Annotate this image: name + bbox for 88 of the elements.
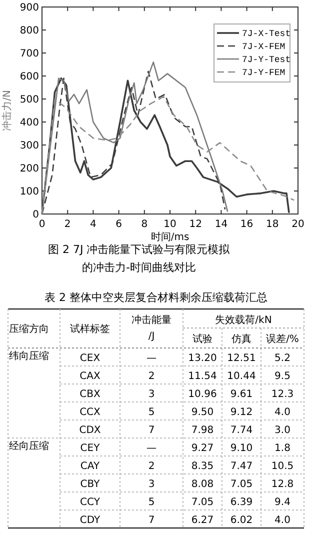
x-tick-label: 2: [64, 219, 71, 230]
text: 6.02: [230, 515, 253, 526]
text: CCX: [80, 407, 100, 418]
x-tick-label: 20: [292, 219, 304, 230]
x-tick-label: 12: [189, 219, 202, 230]
text: 13.20: [188, 353, 217, 364]
text: 7.74: [230, 425, 253, 436]
text: 11.54: [188, 371, 217, 382]
category-label: 误差/%: [266, 333, 299, 345]
text: 4.0: [274, 515, 290, 526]
text: 5: [148, 407, 155, 418]
legend-label: 7J-X-Test: [242, 29, 291, 39]
x-tick-label: 4: [90, 219, 96, 230]
text: 9.61: [230, 389, 253, 400]
category-label: 压缩方向: [9, 323, 49, 335]
y-tick-label: 0: [32, 210, 39, 220]
text: CBY: [80, 479, 100, 490]
text: 2: [148, 371, 155, 382]
text: CBX: [80, 389, 100, 400]
text: 7.47: [230, 461, 253, 472]
text: 3.0: [274, 425, 290, 436]
legend-label: 7J-Y-FEM: [242, 68, 286, 78]
text: 12.51: [227, 353, 256, 364]
text: —: [146, 353, 156, 364]
text: CEX: [80, 353, 100, 364]
text: CEY: [80, 443, 100, 454]
text: 12.3: [271, 389, 294, 400]
x-axis-title: 时间/ms: [150, 231, 190, 243]
x-tick-label: 10: [164, 219, 176, 230]
x-tick-label: 16: [240, 219, 254, 230]
x-tick-label: 6: [116, 219, 122, 230]
text: 经向压缩: [9, 441, 49, 452]
text: 纬向压缩: [9, 351, 49, 362]
category-label: 试样标签: [70, 323, 110, 335]
text: 9.27: [191, 443, 214, 454]
y-tick-label: 800: [20, 26, 39, 36]
text: 6.39: [230, 497, 253, 508]
text: 失效载荷/kN: [215, 314, 272, 326]
x-tick-label: 18: [266, 219, 279, 230]
text: 3: [148, 479, 155, 490]
legend-label: 7J-Y-Test: [242, 55, 291, 65]
y-tick-label: 200: [20, 164, 39, 174]
text: 9.10: [230, 443, 253, 454]
text: 7: [148, 425, 155, 436]
text: CCY: [80, 497, 100, 508]
text: 9.4: [274, 497, 290, 508]
text: CAY: [80, 461, 100, 472]
text: 7.05: [191, 497, 214, 508]
text: CDX: [79, 425, 101, 436]
text: 9.12: [230, 407, 253, 418]
y-tick-label: 400: [20, 118, 39, 128]
text: 表 2 整体中空夹层复合材料剩余压缩载荷汇总: [44, 291, 268, 304]
category-label: 试验: [192, 333, 212, 345]
text: 1.8: [274, 443, 290, 454]
y-tick-label: 900: [20, 2, 39, 14]
text: 10.5: [271, 461, 294, 472]
text: 12.8: [271, 479, 294, 490]
text: 7: [148, 515, 155, 526]
text: 2: [148, 461, 155, 472]
text: 8.08: [191, 479, 214, 490]
x-tick-label: 14: [214, 219, 228, 230]
text: 7.98: [191, 425, 214, 436]
text: 5: [148, 497, 155, 508]
category-label: 冲击能量/J: [132, 314, 172, 342]
y-tick-label: 600: [20, 72, 39, 82]
text: 图 2 7J 冲击能量下试验与有限元模拟的冲击力-时间曲线对比: [48, 243, 231, 274]
text: 10.96: [188, 389, 217, 400]
text: —: [146, 443, 156, 454]
text: 9.5: [274, 371, 290, 382]
text: CDY: [80, 515, 100, 526]
text: 4.0: [274, 407, 290, 418]
y-tick-label: 300: [20, 140, 39, 152]
text: 6.27: [191, 515, 214, 526]
category-label: 仿真: [230, 333, 252, 345]
y-tick-label: 100: [20, 186, 39, 198]
text: 8.35: [191, 461, 214, 472]
legend-label: 7J-X-FEM: [242, 42, 286, 52]
y-tick-label: 700: [20, 48, 39, 60]
y-axis-title: 冲击力/N: [1, 90, 13, 131]
text: CAX: [80, 371, 100, 382]
text: 10.44: [227, 371, 256, 382]
line-series: [41, 96, 295, 215]
y-tick-label: 500: [20, 94, 39, 106]
text: 3: [148, 389, 155, 400]
text: 7.05: [230, 479, 253, 490]
x-tick-label: 8: [141, 219, 148, 230]
text: 9.50: [191, 407, 214, 418]
text: 5.2: [274, 353, 290, 364]
